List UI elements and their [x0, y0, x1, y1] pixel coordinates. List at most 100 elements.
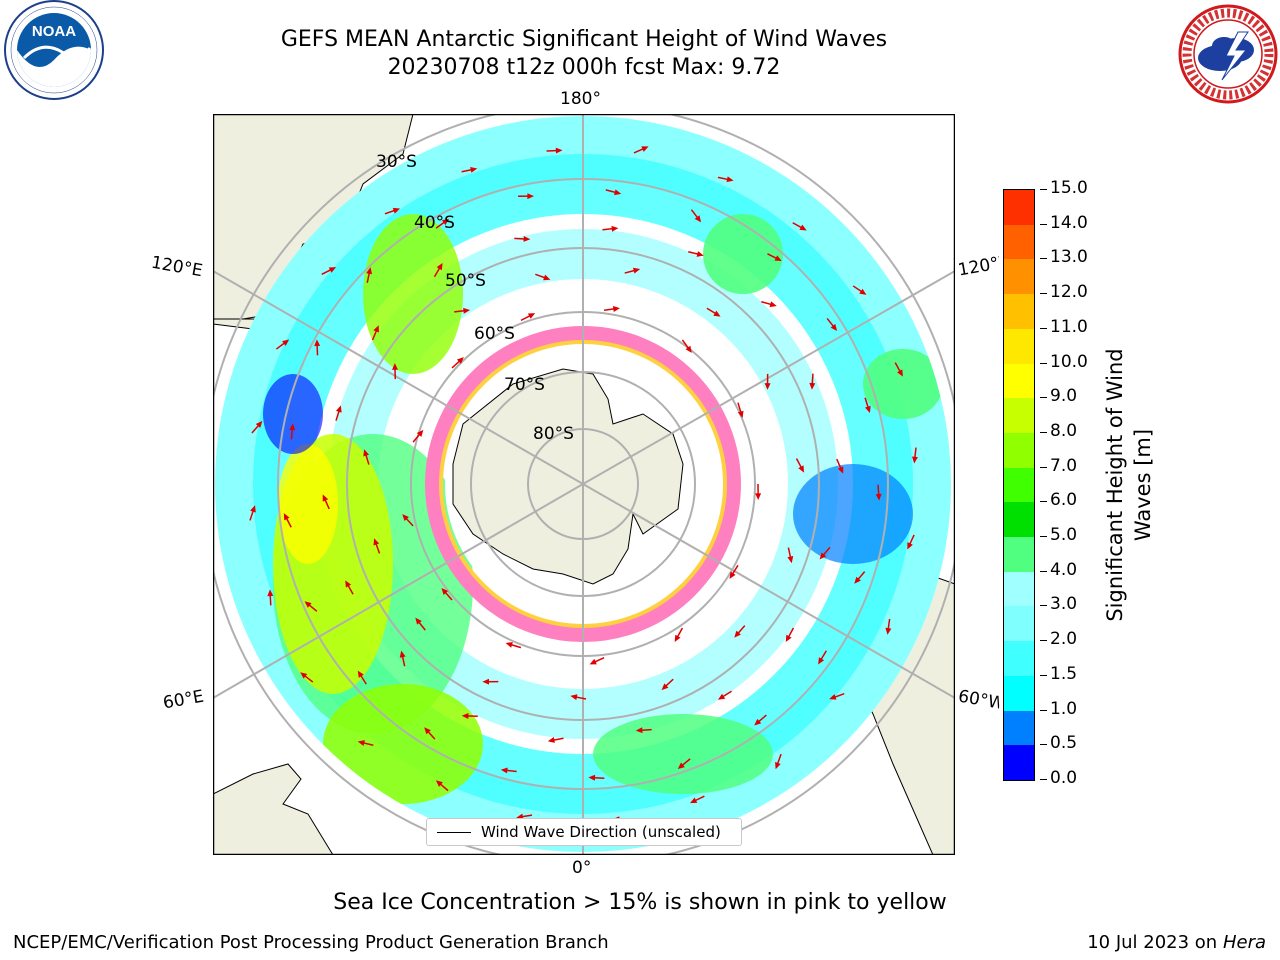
colorbar-tick-label: 4.0	[1050, 559, 1078, 580]
wind-arrow-head	[611, 225, 619, 232]
lon-label-60w: 60°W	[956, 686, 1002, 714]
wind-arrow-head	[729, 571, 736, 579]
wind-arrow-head	[641, 146, 649, 152]
wind-arrow-head	[737, 410, 744, 418]
wind-arrow-head	[717, 693, 726, 700]
colorbar-segment	[1004, 745, 1034, 780]
lon-label-120w: 120°W	[956, 253, 1002, 281]
colorbar-label-line2: Waves [m]	[1131, 428, 1155, 542]
wind-arrow-head	[859, 288, 867, 295]
lon-label-180: 180°	[560, 89, 601, 109]
lat-label-80s: 80°S	[533, 424, 574, 444]
colorbar-tick-label: 6.0	[1050, 490, 1078, 511]
colorbar-tickmark	[1040, 466, 1047, 468]
wind-arrow-head	[764, 383, 771, 390]
colorbar-tick-label: 0.5	[1050, 733, 1078, 754]
wind-arrow-head	[250, 505, 256, 513]
ice-caption: Sea Ice Concentration > 15% is shown in …	[333, 890, 947, 915]
footer-left: NCEP/EMC/Verification Post Processing Pr…	[13, 932, 609, 953]
wind-arrow-head	[612, 306, 620, 312]
colorbar-tick-label: 8.0	[1050, 420, 1078, 441]
wind-arrow-head	[392, 363, 398, 370]
wind-arrow-head	[677, 762, 685, 770]
colorbar-tick-label: 1.0	[1050, 698, 1078, 719]
wind-arrow-head	[809, 382, 816, 390]
wind-arrow-head	[661, 683, 669, 691]
wind-arrow-head	[769, 301, 777, 308]
lon-label-120e: 120°E	[149, 252, 205, 282]
wind-arrow-head	[755, 493, 762, 500]
lat-label-40s: 40°S	[414, 213, 455, 233]
wind-arrow-head	[632, 267, 641, 274]
lat-label-70s: 70°S	[504, 375, 545, 395]
colorbar-segment	[1004, 467, 1034, 503]
colorbar-segment	[1004, 328, 1034, 364]
wind-arrow-head	[314, 339, 321, 347]
wind-arrow-head	[441, 218, 450, 226]
legend-label: Wind Wave Direction (unscaled)	[481, 823, 721, 841]
wind-arrow-head	[282, 339, 290, 346]
wind-arrow-head	[907, 542, 913, 550]
wind-arrow-head	[357, 740, 365, 746]
colorbar-label: Significant Height of Wind	[1102, 335, 1132, 635]
wind-arrow-head	[713, 310, 721, 317]
colorbar-tickmark	[1040, 293, 1047, 295]
wind-arrow-head	[527, 193, 535, 200]
wind-arrow-head	[304, 601, 312, 608]
colorbar-tick-label: 14.0	[1050, 212, 1088, 233]
wind-arrow-head	[798, 465, 805, 473]
wind-arrow-head	[267, 589, 274, 597]
wind-arrow-head	[635, 727, 643, 734]
wind-arrow-head	[818, 657, 825, 665]
wind-arrow-head	[775, 761, 781, 770]
noaa-logo: NOAA	[4, 0, 104, 100]
wind-arrow-head	[830, 323, 838, 331]
wind-arrow-head	[588, 774, 596, 781]
colorbar-tickmark	[1040, 640, 1047, 642]
wind-arrow-head	[885, 627, 892, 635]
colorbar-segment	[1004, 606, 1034, 642]
colorbar-tickmark	[1040, 397, 1047, 399]
wind-arrow-head	[399, 650, 406, 658]
wind-arrow-head	[505, 642, 513, 648]
legend-line-icon	[437, 831, 471, 833]
colorbar-segment	[1004, 432, 1034, 468]
wind-arrow-head	[373, 325, 379, 333]
colorbar-tickmark	[1040, 709, 1047, 711]
wind-arrow-head	[366, 267, 373, 275]
colorbar-tickmark	[1040, 189, 1047, 190]
wind-arrow-head	[854, 576, 861, 584]
colorbar-tickmark	[1040, 258, 1047, 260]
wind-arrow-head	[543, 274, 551, 281]
wind-arrow-head	[300, 672, 308, 679]
wind-arrow-head	[322, 494, 329, 502]
wind-arrow-head	[685, 345, 692, 353]
colorbar-tickmark	[1040, 605, 1047, 607]
wind-arrow-head	[328, 267, 337, 273]
chart-title: GEFS MEAN Antarctic Significant Height o…	[280, 27, 888, 52]
wind-arrow-head	[674, 634, 681, 643]
colorbar-tickmark	[1040, 744, 1047, 746]
colorbar	[1003, 189, 1035, 781]
lon-label-0: 0°	[572, 858, 592, 878]
wind-arrow-head	[837, 466, 844, 474]
lat-label-50s: 50°S	[445, 271, 486, 291]
colorbar-tick-label: 7.0	[1050, 455, 1078, 476]
wind-arrow-head	[500, 767, 508, 774]
colorbar-segment	[1004, 190, 1034, 225]
footer-right: 10 Jul 2023 on Hera	[1087, 932, 1266, 953]
lat-label-30s: 30°S	[376, 152, 417, 172]
colorbar-tick-label: 13.0	[1050, 247, 1088, 268]
wind-arrow-head	[774, 255, 782, 261]
wind-arrow-head	[283, 513, 290, 521]
colorbar-tickmark	[1040, 536, 1047, 538]
colorbar-segment	[1004, 294, 1034, 329]
wind-arrow-head	[547, 737, 555, 743]
wind-arrow-head	[415, 617, 422, 625]
wave-height-field	[215, 116, 951, 852]
wind-arrow-head	[392, 207, 401, 214]
colorbar-tickmark	[1040, 431, 1047, 433]
wind-arrow-head	[345, 580, 352, 588]
wind-arrow-head	[523, 235, 531, 242]
colorbar-tick-label: 5.0	[1050, 525, 1078, 546]
